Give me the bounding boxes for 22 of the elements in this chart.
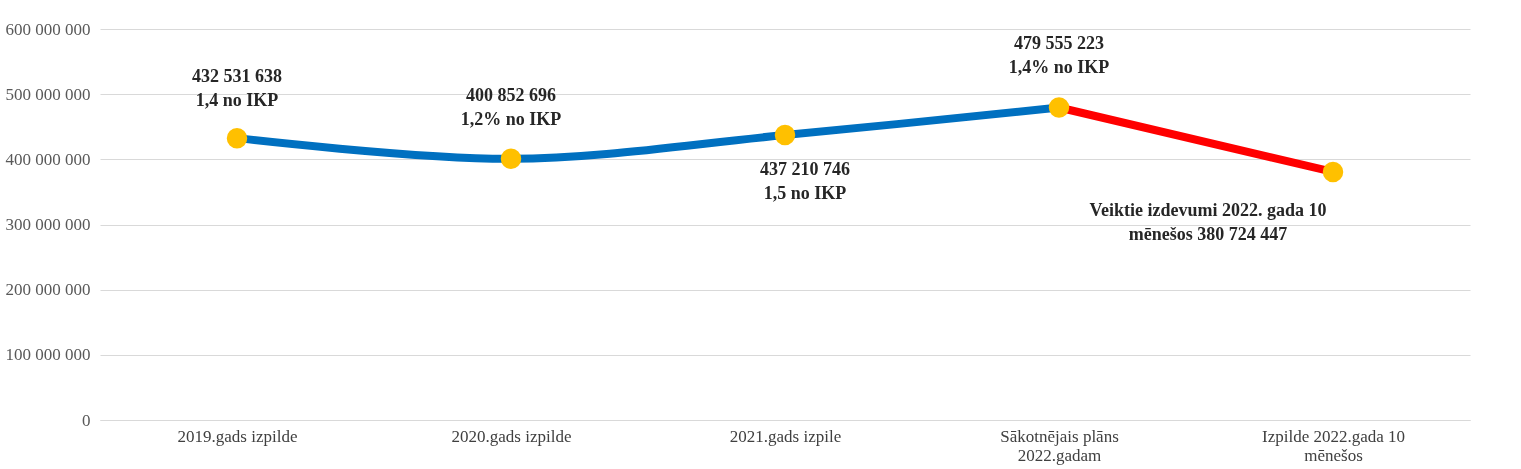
y-tick-label: 500 000 000 (5, 84, 91, 104)
annotation: 479 555 223 1,4% no IKP (1008, 33, 1110, 78)
point (500, 148, 522, 169)
point (1322, 161, 1344, 183)
y-tick-label: 300 000 000 (5, 215, 91, 234)
x-tick-label: Sākotnējais plāns 2022.gadam (1000, 426, 1119, 465)
y-tick-label: 0 (82, 410, 91, 430)
y-tick-label: 100 000 000 (5, 345, 91, 365)
y-tick-label: 600 000 000 (5, 19, 91, 39)
annotation: 400 852 696 1,2% no IKP (460, 84, 562, 129)
x-tick-label: 2020.gads izpilde (451, 426, 572, 446)
point (226, 127, 248, 149)
annotation: 432 531 638 1,4 no IKP (192, 66, 282, 111)
y-tick-label: 400 000 000 (5, 149, 91, 169)
x-tick-label: Izpilde 2022.gada 10 mēnešos (1261, 426, 1406, 465)
y-tick-label: 200 000 000 (5, 280, 91, 300)
point (1048, 97, 1070, 118)
x-tick-label: 2021.gads izpile (729, 426, 842, 446)
point (774, 124, 796, 146)
annotation: 437 210 746 1,5 no IKP (760, 159, 850, 204)
x-tick-label: 2019.gads izpilde (177, 426, 298, 446)
annotation: Veiktie izdevumi 2022. gada 10 mēnešos 380 724 447 (1089, 199, 1327, 244)
